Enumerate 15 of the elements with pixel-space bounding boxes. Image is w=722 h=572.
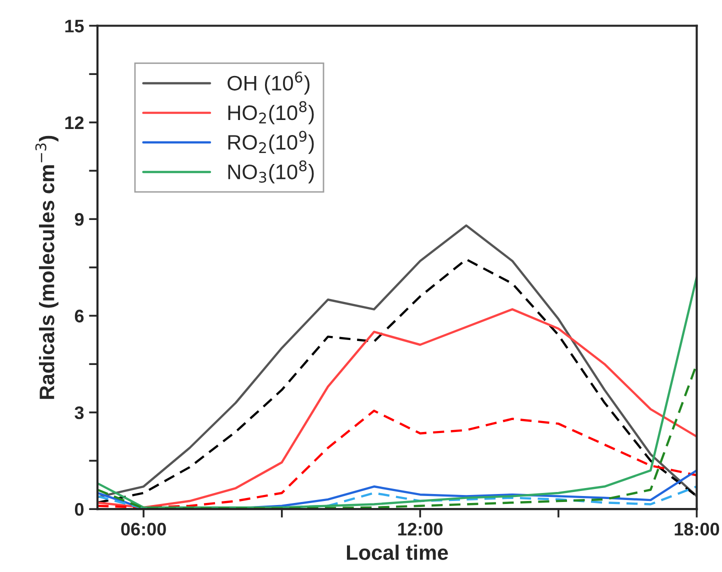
y-tick-label: 6 xyxy=(74,310,84,322)
x-tick-label: 18:00 xyxy=(674,522,720,536)
y-tick-label: 12 xyxy=(65,116,84,129)
legend-label: OH (10$^{6}$) xyxy=(228,72,310,95)
x-tick-label: 12:00 xyxy=(398,522,442,536)
y-tick-label: 15 xyxy=(65,20,84,32)
y-tick-label: 0 xyxy=(74,503,84,516)
legend-label: HO$_{2}$(10$^{8}$) xyxy=(228,101,314,124)
x-tick-label: 06:00 xyxy=(121,522,166,536)
y-tick-label: 9 xyxy=(74,213,84,226)
y-tick-label: 3 xyxy=(74,406,84,420)
legend-label: NO$_{3}$(10$^{8}$) xyxy=(228,160,314,184)
legend-label: RO$_{2}$(10$^{9}$) xyxy=(228,130,314,154)
y-axis-title: Radicals (molecules cm$^{−3}$) xyxy=(35,136,58,399)
x-axis-title: Local time xyxy=(346,544,448,560)
